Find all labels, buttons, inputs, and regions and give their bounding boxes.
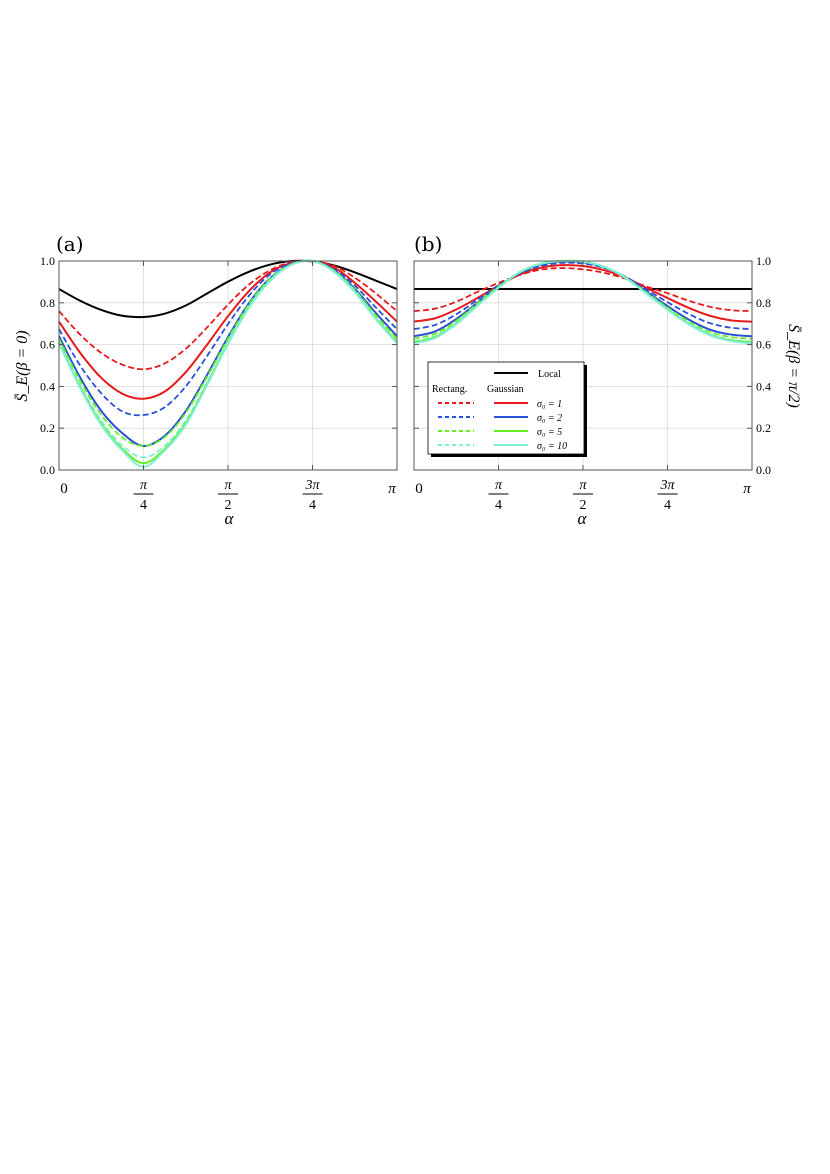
series-line-b-1 [413, 267, 753, 313]
legend-header-rect: Rectang. [432, 384, 467, 395]
legend-row-sigma2: σ₀ = 2 [537, 413, 562, 424]
x-tick-label-num-3: 3π [659, 478, 675, 493]
x-tick-label-0: 0 [415, 481, 423, 497]
x-tick-label-num-1: π [140, 478, 148, 493]
x-tick-label-num-2: π [224, 478, 232, 493]
series-line-a-3 [58, 259, 398, 417]
panel-a-ylabel: S̄_E(β = 0) [14, 330, 31, 401]
y-tick-label-1: 0.2 [756, 421, 771, 435]
y-tick-label-5: 1.0 [756, 254, 771, 268]
series-line-a-2 [58, 259, 398, 400]
y-tick-label-3: 0.6 [756, 338, 771, 352]
legend-box [427, 361, 585, 455]
legend-row-sigma10: σ₀ = 10 [537, 441, 567, 452]
panel-a-label: (a) [56, 232, 84, 256]
panel-b-plot: 0.0 0.2 0.4 0.6 0.8 1.0 0 π 4 π 2 3π 4 π [413, 254, 771, 513]
y-tick-label-3: 0.6 [40, 338, 55, 352]
y-tick-label-0: 0.0 [756, 463, 771, 477]
x-tick-label-num-3: 3π [304, 478, 320, 493]
x-tick-label-den-3: 4 [309, 498, 316, 513]
legend-row-sigma5: σ₀ = 5 [537, 427, 562, 438]
panel-b-label: (b) [414, 232, 443, 256]
x-tick-label-den-3: 4 [664, 498, 671, 513]
x-tick-label-den-1: 4 [495, 498, 502, 513]
series-line-a-0 [58, 259, 398, 319]
x-tick-label-den-2: 2 [225, 498, 232, 513]
x-tick-label-4: π [743, 481, 751, 497]
y-tick-label-2: 0.4 [40, 379, 55, 393]
y-tick-label-4: 0.8 [40, 296, 55, 310]
x-tick-label-den-1: 4 [140, 498, 147, 513]
series-line-a-6 [58, 259, 398, 459]
y-tick-label-2: 0.4 [756, 379, 771, 393]
x-tick-label-num-1: π [495, 478, 503, 493]
legend-header-gauss: Gaussian [487, 384, 524, 395]
y-tick-label-5: 1.0 [40, 254, 55, 268]
panel-b-ylabel: S̄_E(β = π/2) [785, 324, 802, 408]
panel-b-xlabel: α [578, 509, 588, 528]
y-tick-label-0: 0.0 [40, 463, 55, 477]
legend-local-label: Local [538, 369, 561, 380]
legend: Local Rectang. Gaussian σ₀ = 1 σ₀ = 2 σ₀… [427, 361, 587, 457]
x-tick-label-4: π [388, 481, 396, 497]
x-tick-label-den-2: 2 [580, 498, 587, 513]
legend-row-sigma1: σ₀ = 1 [537, 399, 562, 410]
series-line-a-8 [58, 259, 398, 468]
x-tick-label-num-2: π [579, 478, 587, 493]
panel-a-plot: 0.0 0.2 0.4 0.6 0.8 1.0 0 π 4 π 2 3π 4 π [40, 254, 398, 513]
panel-a-xlabel: α [225, 509, 235, 528]
series-line-b-2 [413, 264, 753, 323]
y-tick-label-4: 0.8 [756, 296, 771, 310]
series-line-a-1 [58, 259, 398, 371]
y-tick-label-1: 0.2 [40, 421, 55, 435]
x-tick-label-0: 0 [60, 481, 68, 497]
